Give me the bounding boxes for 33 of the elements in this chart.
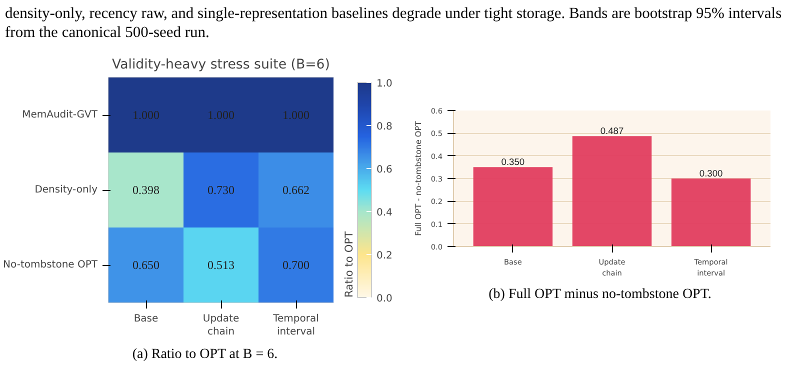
bar xyxy=(473,167,553,246)
data-label: 0.700 xyxy=(282,258,310,272)
data-label: 0.513 xyxy=(208,258,234,272)
text: (b) Full OPT minus no-tombstone OPT. xyxy=(488,286,712,304)
data-label: 0.487 xyxy=(600,126,624,136)
color-bar-label: 0.8 xyxy=(376,122,392,132)
data-label: 0.662 xyxy=(282,183,310,197)
chart-title: Validity-heavy stress suite (B=6) xyxy=(112,58,330,72)
data-label: 0.650 xyxy=(132,258,160,272)
data-label: 1.000 xyxy=(132,108,160,122)
data-label: 0.350 xyxy=(501,157,525,168)
data-label: 0.730 xyxy=(208,183,234,197)
bar xyxy=(671,178,751,246)
color-bar-title: Ratio to OPT xyxy=(342,230,356,298)
y-tick-label: Density-only xyxy=(34,184,98,196)
y-tick-label: MemAudit-GVT xyxy=(22,110,98,120)
data-label: 0.300 xyxy=(699,168,723,178)
x-tick-label: Temporal interval xyxy=(272,314,319,338)
color-bar-label: 0.2 xyxy=(376,250,392,262)
data-label: 1.000 xyxy=(282,108,310,122)
text: density-only, recency raw, and single-representation baselines degrade under tight storage. Bands are bootstrap 95% intervals from the canonical 500-seed run. xyxy=(5,5,783,42)
color-bar-label: 0.6 xyxy=(376,164,392,176)
x-tick-label: Base xyxy=(134,314,158,324)
color-bar-label: 0.0 xyxy=(376,294,392,304)
data-label: 1.000 xyxy=(208,108,234,122)
text: (a) Ratio to OPT at B = 6. xyxy=(132,346,278,364)
color-bar-label: 0.4 xyxy=(376,208,392,218)
color-bar-label: 1.0 xyxy=(376,78,392,90)
x-tick-label: Update chain xyxy=(202,314,240,338)
data-label: 0.398 xyxy=(132,183,160,197)
y-axis-title: Full OPT - no-tombstone OPT xyxy=(414,120,423,236)
bar xyxy=(572,136,652,246)
y-tick-label: No-tombstone OPT xyxy=(3,260,98,270)
